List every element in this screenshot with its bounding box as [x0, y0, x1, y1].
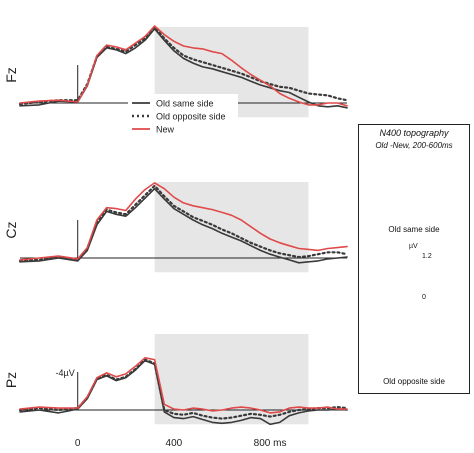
x-tick-label: 400 [166, 438, 183, 449]
channel-label-pz: Pz [3, 372, 19, 388]
series-line-new [19, 182, 348, 261]
colorbar-unit: µV [409, 243, 418, 250]
series-line-old-same-side [19, 187, 348, 264]
topomap-caption-old-same: Old same side [388, 225, 440, 234]
legend-label: Old same side [156, 99, 214, 109]
erp-panel-pz: Pz 0 400 800 ms -4µV [3, 334, 349, 449]
erp-panel-cz: Cz [3, 182, 349, 273]
y-scale-label: -4µV [56, 368, 75, 378]
series-line-old-opposite-side [18, 25, 349, 106]
series-line-old-opposite-side [18, 184, 349, 262]
series-line-new [19, 25, 348, 107]
topomap-caption-old-opposite: Old opposite side [383, 377, 445, 386]
x-tick-label: 800 ms [254, 438, 287, 449]
x-tick-label: 0 [75, 438, 81, 449]
series-line-old-opposite-side [18, 358, 349, 420]
topography-panel: N400 topography Old -New, 200-600ms Old … [358, 124, 470, 394]
channel-label-cz: Cz [3, 221, 19, 238]
legend: Old same side Old opposite side New [128, 94, 238, 136]
topography-title: N400 topography [379, 128, 449, 138]
channel-label-fz: Fz [3, 67, 19, 83]
series-line-new [19, 357, 348, 414]
erp-panel-fz: Fz Old same side Old opposite side New [3, 25, 349, 136]
colorbar-min-label: 0 [422, 294, 426, 301]
analysis-window-shading [154, 334, 309, 425]
legend-label: New [156, 125, 175, 135]
legend-label: Old opposite side [156, 112, 226, 122]
colorbar-max-label: 1.2 [422, 253, 432, 260]
topography-subtitle: Old -New, 200-600ms [375, 141, 453, 150]
